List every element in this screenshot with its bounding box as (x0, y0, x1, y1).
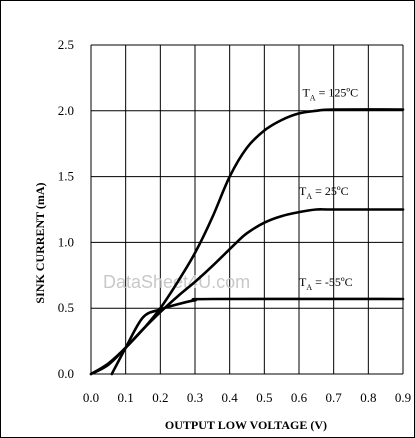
y-tick-label: 2.0 (58, 103, 74, 118)
series-label-125c: TA = 125ºC (302, 85, 358, 102)
y-tick-label: 1.5 (58, 169, 74, 184)
x-tick-label: 0.4 (222, 390, 239, 405)
x-tick-label: 0.7 (326, 390, 343, 405)
x-tick-label: 0.2 (152, 390, 168, 405)
series-label-rest: = -55ºC (312, 275, 353, 289)
y-tick-label: 0.5 (58, 300, 74, 315)
series-label-minus55c: TA = -55ºC (299, 275, 353, 292)
x-tick-label: 0.1 (118, 390, 134, 405)
series-label-sub: A (306, 283, 312, 292)
series-label-25c: TA = 25ºC (299, 184, 349, 201)
y-tick-label: 0.0 (58, 366, 74, 381)
series-label-main: T (299, 184, 307, 198)
series-line-25c (89, 208, 405, 376)
x-axis-title: OUTPUT LOW VOLTAGE (V) (165, 418, 327, 432)
x-tick-label: 0.3 (187, 390, 203, 405)
x-tick-label: 0.9 (395, 390, 411, 405)
series-label-sub: A (310, 93, 316, 102)
x-tick-label: 0.6 (291, 390, 308, 405)
series-label-main: T (299, 275, 307, 289)
y-tick-labels: 0.0 0.5 1.0 1.5 2.0 2.5 (58, 37, 74, 381)
series-label-rest: = 25ºC (312, 184, 349, 198)
x-tick-label: 0.5 (256, 390, 272, 405)
series-label-sub: A (306, 192, 312, 201)
series-line-minus55c (110, 297, 405, 376)
x-tick-labels: 0.0 0.1 0.2 0.3 0.4 0.5 0.6 0.7 0.8 0.9 (83, 390, 411, 405)
series-label-rest: = 125ºC (316, 85, 359, 99)
x-tick-label: 0.0 (83, 390, 99, 405)
y-axis-title: SINK CURRENT (mA) (33, 182, 47, 303)
y-tick-label: 1.0 (58, 234, 74, 249)
y-tick-label: 2.5 (58, 37, 74, 52)
x-tick-label: 0.8 (360, 390, 376, 405)
series-lines (89, 108, 405, 376)
series-label-main: T (302, 85, 310, 99)
